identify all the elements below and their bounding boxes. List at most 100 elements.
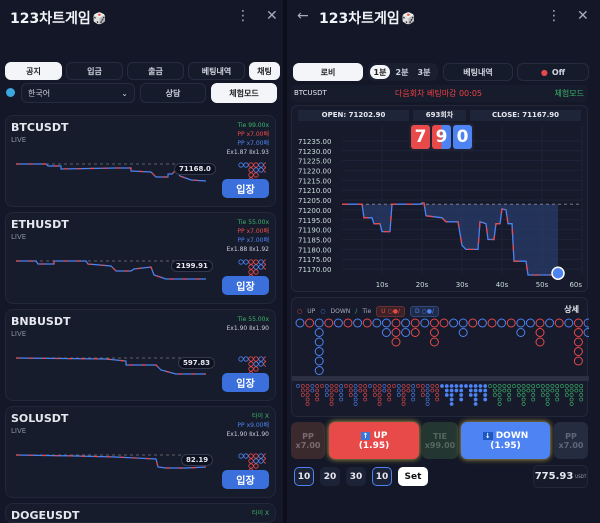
u-predict-button[interactable]: U ○●/: [376, 306, 405, 317]
bead: [248, 361, 254, 367]
bead: [263, 356, 266, 362]
bead: [314, 318, 324, 328]
up-button[interactable]: ↑ UP (1.95): [329, 422, 419, 459]
price-line: [342, 202, 559, 276]
small-bead: [358, 388, 363, 393]
market-card[interactable]: BNBUSDT LIVE Tie 55.00x Ex1.90 Ⅱx1.90 59…: [5, 309, 276, 401]
app-title-row: 123차트게임 🎲: [319, 8, 415, 28]
bead: [525, 318, 535, 328]
d-predict-button[interactable]: D ○●/: [409, 306, 439, 317]
small-bead: [310, 384, 315, 388]
enter-button[interactable]: 입장: [222, 179, 269, 198]
bead: [343, 318, 353, 328]
tie-odds: Tie 99.00x: [237, 122, 269, 129]
chip-1[interactable]: 20: [320, 467, 340, 486]
small-bead: [569, 397, 574, 402]
tab-4[interactable]: 채팅: [249, 62, 280, 80]
bead: [535, 318, 545, 328]
tab-2[interactable]: 출금: [127, 62, 184, 80]
bead: [243, 453, 249, 459]
duration-tab-0[interactable]: 1분: [370, 65, 390, 79]
bead: [248, 356, 254, 362]
tab-1[interactable]: 입금: [66, 62, 123, 80]
small-bead: [574, 384, 579, 388]
back-arrow-icon[interactable]: ←: [297, 8, 309, 24]
bead: [248, 269, 254, 275]
small-bead: [550, 388, 555, 393]
small-bead: [464, 384, 468, 388]
bead: [258, 458, 264, 464]
small-bead: [372, 388, 377, 393]
enter-button[interactable]: 입장: [222, 373, 269, 392]
x-tick-label: 40s: [496, 281, 509, 289]
game-panel: ← 123차트게임 🎲 ⋮ ✕ 로비 1분 2분 3분 베팅내역 ● Off BTCUS…: [287, 0, 600, 523]
small-bead: [401, 388, 406, 393]
small-bead: [329, 388, 334, 393]
bead: [410, 318, 420, 328]
chip-2[interactable]: 30: [346, 467, 366, 486]
symbol: SOLUSDT: [11, 412, 69, 425]
scrollbar[interactable]: [292, 376, 589, 381]
small-bead: [531, 393, 536, 397]
bead: [253, 361, 259, 367]
tab-3[interactable]: 베팅내역: [188, 62, 245, 80]
odds-stats: 타이 X PP x9.00배 Ex1.90 Ⅱx1.90: [227, 412, 269, 439]
small-bead: [473, 388, 478, 393]
tab-0[interactable]: 공지: [5, 62, 62, 80]
market-card[interactable]: DOGEUSDT 타이 X: [5, 503, 276, 523]
bead: [573, 356, 583, 366]
app-title-row: 123차트게임 🎲: [10, 8, 106, 28]
small-bead: [516, 388, 521, 393]
bead: [516, 328, 526, 337]
bead: [362, 318, 372, 328]
down-label: DOWN: [495, 430, 529, 441]
small-bead: [521, 384, 526, 388]
chip-0[interactable]: 10: [294, 467, 314, 486]
close-icon[interactable]: ✕: [577, 8, 589, 24]
bet-history-button[interactable]: 베팅내역: [443, 63, 513, 81]
small-bead: [560, 384, 564, 388]
set-button[interactable]: Set: [398, 467, 428, 486]
pp-right-button[interactable]: PP x7.00: [554, 422, 588, 459]
duration-tab-2[interactable]: 3분: [417, 67, 431, 77]
bead: [248, 162, 254, 168]
small-bead: [540, 384, 545, 388]
small-bead: [300, 393, 305, 397]
pp-left-label: PP: [302, 431, 314, 441]
bead: [458, 328, 468, 337]
tie-button[interactable]: TIE x99.00: [422, 422, 458, 459]
bead: [248, 458, 254, 464]
currency-label: USDT: [575, 474, 587, 479]
demo-mode-button[interactable]: 체험모드: [211, 83, 277, 103]
consult-button[interactable]: 상담: [140, 83, 206, 103]
sound-toggle[interactable]: ● Off: [517, 63, 589, 81]
enter-button[interactable]: 입장: [222, 276, 269, 295]
small-bead: [502, 388, 507, 393]
lobby-button[interactable]: 로비: [293, 63, 363, 81]
more-icon[interactable]: ⋮: [236, 8, 250, 24]
small-bead: [315, 397, 320, 402]
small-bead: [492, 384, 497, 388]
small-bead: [526, 384, 531, 388]
down-button[interactable]: ↓ DOWN (1.95): [461, 422, 550, 459]
pp-left-button[interactable]: PP x7.00: [291, 422, 325, 459]
down-arrow-icon: ↓: [482, 431, 493, 440]
bead: [238, 356, 244, 362]
market-card[interactable]: ETHUSDT LIVE Tie 55.00x PP x7.00배 PP x7.…: [5, 212, 276, 304]
language-select[interactable]: 한국어 ⌄: [21, 83, 135, 103]
bead: [535, 337, 545, 347]
close-icon[interactable]: ✕: [266, 8, 278, 24]
market-card[interactable]: SOLUSDT LIVE 타이 X PP x9.00배 Ex1.90 Ⅱx1.9…: [5, 406, 276, 498]
duration-tab-1[interactable]: 2분: [395, 67, 409, 77]
enter-button[interactable]: 입장: [222, 470, 269, 489]
small-bead: [368, 384, 372, 388]
detail-button[interactable]: 상세: [564, 305, 579, 314]
tie-legend-icon: /: [355, 308, 358, 315]
odds-stats: Tie 55.00x Ex1.90 Ⅱx1.90: [227, 315, 269, 333]
small-bead: [353, 393, 358, 397]
bead: [477, 318, 487, 328]
market-card[interactable]: BTCUSDT LIVE Tie 99.00x PP x7.00배 PP x7.…: [5, 115, 276, 207]
status-bar: BTCUSDT 다음회차 베팅마감 00:05 체험모드: [291, 85, 588, 102]
chip-3[interactable]: 10: [372, 467, 392, 486]
more-icon[interactable]: ⋮: [547, 8, 561, 24]
